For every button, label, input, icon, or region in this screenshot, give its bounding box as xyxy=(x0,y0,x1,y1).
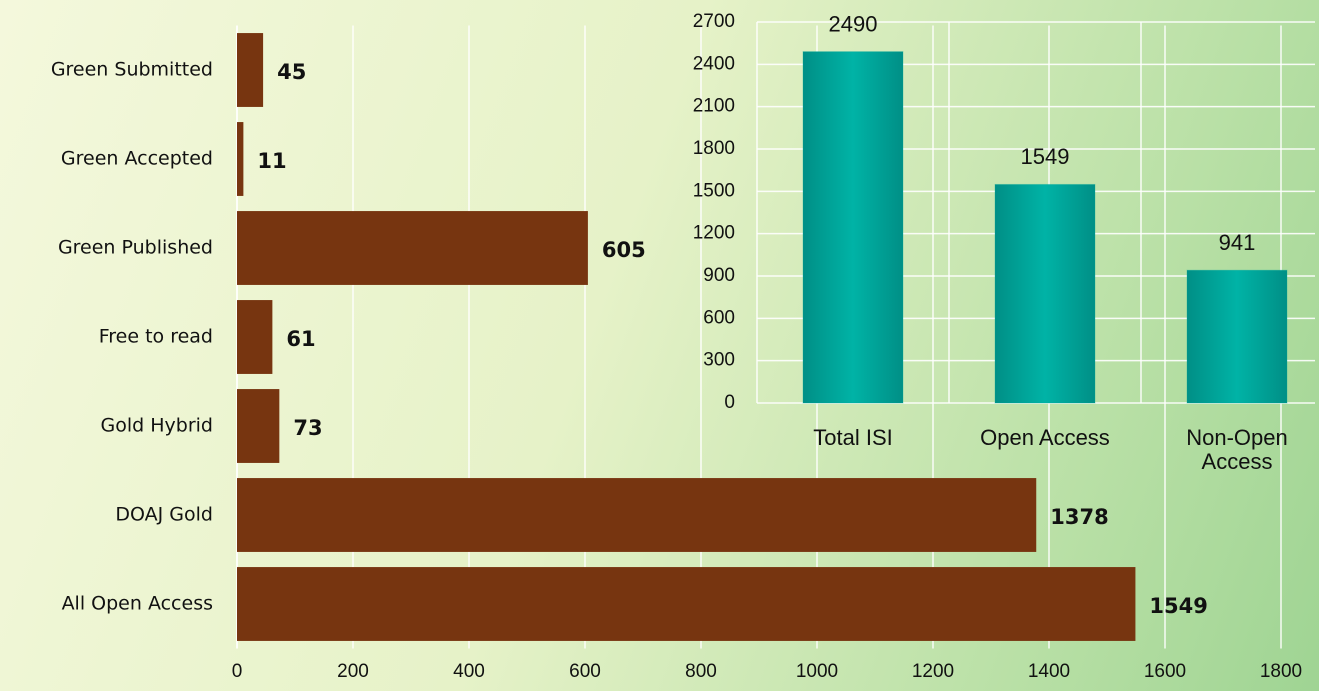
x-tick-label: Open Access xyxy=(980,425,1110,450)
data-label: 2490 xyxy=(829,11,878,36)
y-tick-label: 2700 xyxy=(693,11,735,32)
y-tick-label: 900 xyxy=(703,265,735,286)
bar xyxy=(237,389,280,463)
bar xyxy=(237,478,1037,552)
x-tick-label: 1600 xyxy=(1144,661,1186,682)
y-tick-label: All Open Access xyxy=(62,593,213,615)
bar xyxy=(237,300,273,374)
x-tick-label: 600 xyxy=(569,661,601,682)
data-label: 1549 xyxy=(1021,144,1070,169)
y-tick-label: 0 xyxy=(724,392,735,413)
bar xyxy=(994,183,1096,404)
data-label: 45 xyxy=(277,60,306,84)
y-tick-label: 1800 xyxy=(693,138,735,159)
bar xyxy=(237,211,588,285)
y-tick-label: 1500 xyxy=(693,180,735,201)
data-label: 11 xyxy=(257,149,286,173)
x-tick-label: Total ISI xyxy=(813,425,893,450)
y-tick-label: 2100 xyxy=(693,96,735,117)
data-label: 941 xyxy=(1219,230,1256,255)
x-tick-label: 800 xyxy=(685,661,717,682)
data-label: 1549 xyxy=(1149,594,1207,618)
y-tick-label: DOAJ Gold xyxy=(115,504,213,526)
y-tick-label: Green Published xyxy=(58,237,213,259)
y-tick-label: Free to read xyxy=(99,326,213,348)
y-tick-label: 2400 xyxy=(693,53,735,74)
y-tick-label: Green Accepted xyxy=(61,148,213,170)
y-tick-label: 600 xyxy=(703,307,735,328)
x-tick-label: 1400 xyxy=(1028,661,1070,682)
x-tick-label: 400 xyxy=(453,661,485,682)
bar xyxy=(1186,269,1288,404)
bar xyxy=(237,567,1136,641)
x-tick-label: 1800 xyxy=(1260,661,1302,682)
y-tick-label: 300 xyxy=(703,350,735,371)
x-tick-label: 0 xyxy=(232,661,243,682)
data-label: 605 xyxy=(602,238,646,262)
data-label: 1378 xyxy=(1050,505,1108,529)
bar xyxy=(237,33,264,107)
x-tick-label: 1200 xyxy=(912,661,954,682)
x-tick-label: 200 xyxy=(337,661,369,682)
y-tick-label: 1200 xyxy=(693,223,735,244)
bar xyxy=(237,122,244,196)
data-label: 61 xyxy=(286,327,315,351)
x-tick-label: Non-Open Access xyxy=(1186,425,1288,474)
y-tick-label: Gold Hybrid xyxy=(101,415,213,437)
bar xyxy=(802,51,904,404)
x-tick-label: 1000 xyxy=(796,661,838,682)
data-label: 73 xyxy=(293,416,322,440)
y-tick-label: Green Submitted xyxy=(51,59,213,81)
